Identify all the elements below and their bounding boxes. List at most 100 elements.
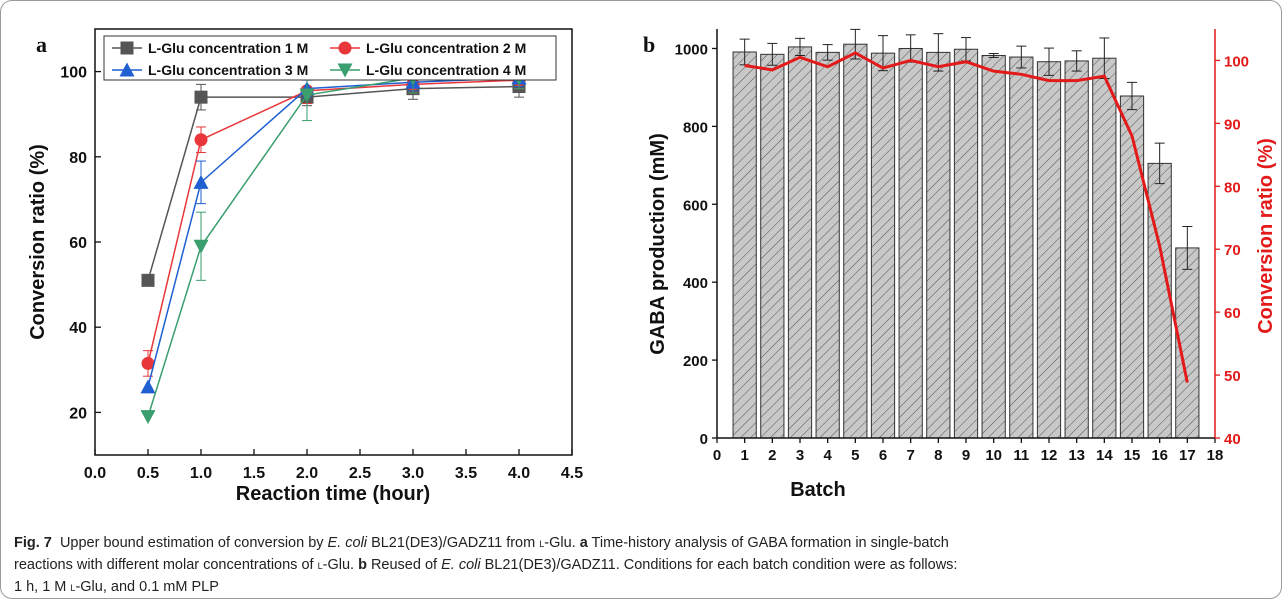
b-x-tick-label: 12 — [1041, 447, 1058, 464]
b-y2-tick-label: 40 — [1224, 431, 1241, 448]
a-point-circle — [194, 133, 208, 147]
caption-text: Reused of — [366, 557, 442, 573]
a-series-2 — [141, 71, 526, 377]
b-bar — [815, 51, 840, 439]
caption-panel-ref: b — [358, 557, 367, 573]
a-x-tick-label: 2.0 — [296, 465, 318, 482]
b-bar — [870, 52, 896, 439]
b-bar — [760, 53, 785, 439]
caption-text: 1 h, 1 M — [14, 579, 71, 595]
a-x-tick-label: 3.0 — [402, 465, 424, 482]
b-x-tick-label: 16 — [1151, 447, 1168, 464]
b-bar — [1064, 60, 1089, 439]
b-x-tick-label: 2 — [768, 447, 776, 464]
b-x-tick-label: 17 — [1179, 447, 1196, 464]
panel-a-legend: L-Glu concentration 1 M L-Glu concentrati… — [103, 35, 557, 81]
caption-panel-ref: a — [579, 535, 588, 551]
b-x-tick-label: 7 — [906, 447, 914, 464]
caption-text: -Glu, and 0.1 mM PLP — [75, 579, 219, 595]
panel-a-y-axis-label: Conversion ratio (%) — [27, 144, 49, 340]
a-point-triangle-up — [140, 379, 156, 394]
a-point-triangle-up — [119, 62, 135, 77]
b-x-tick-label: 6 — [879, 447, 887, 464]
panel-a-chart: a 0.0 0.5 1.0 1.5 2.0 2.5 3.0 3.5 4.0 4.5 20 40 60 80… — [27, 28, 583, 505]
b-bar — [981, 54, 1006, 439]
b-bar — [843, 43, 868, 439]
b-bar — [926, 51, 951, 439]
caption-text: BL21(DE3)/GADZ11. Conditions for each ba… — [480, 557, 958, 573]
a-y-tick-label: 40 — [69, 320, 87, 337]
caption-text: -Glu. — [544, 535, 580, 551]
a-point-triangle-down — [299, 88, 315, 103]
b-x-tick-label: 9 — [962, 447, 970, 464]
b-bar — [732, 51, 757, 439]
b-x-tick-label: 3 — [796, 447, 804, 464]
b-x-tick-label: 18 — [1207, 447, 1224, 464]
b-y-tick-label: 400 — [683, 275, 708, 292]
panel-b-label: b — [643, 32, 655, 57]
a-x-tick-label: 4.5 — [561, 465, 583, 482]
b-x-tick-label: 11 — [1013, 447, 1029, 464]
a-x-tick-label: 1.0 — [190, 465, 212, 482]
b-x-tick-label: 1 — [740, 447, 748, 464]
a-series-line — [147, 77, 520, 388]
a-point-triangle-down — [140, 410, 156, 425]
b-x-tick-label: 5 — [851, 447, 859, 464]
b-bar — [1036, 61, 1062, 439]
b-y-tick-label: 200 — [683, 353, 708, 370]
b-bar — [1147, 162, 1172, 439]
caption-line-1: Fig. 7 Upper bound estimation of convers… — [14, 532, 1276, 554]
b-x-tick-label: 14 — [1096, 447, 1113, 464]
panel-b-x-axis-label: Batch — [790, 479, 846, 501]
a-x-tick-label: 3.5 — [455, 465, 477, 482]
caption-fig-label: Fig. 7 — [14, 535, 52, 551]
a-point-square — [141, 273, 155, 287]
b-y-tick-label: 1000 — [675, 41, 708, 58]
b-x-tick-label: 10 — [985, 447, 1002, 464]
a-point-triangle-up — [193, 174, 209, 189]
b-y2-tick-label: 80 — [1224, 179, 1241, 196]
b-bar — [787, 46, 813, 439]
a-point-square — [194, 90, 208, 104]
a-legend-label: L-Glu concentration 3 M — [148, 62, 308, 78]
a-point-circle — [141, 356, 155, 370]
b-y-tick-label: 0 — [700, 431, 708, 448]
b-y2-tick-label: 70 — [1224, 242, 1241, 259]
panel-b-chart: b 0 1 2 3 4 5 6 7 8 9 10 11 12 13 14 15 16 17 180200400600… — [643, 28, 1277, 501]
a-x-tick-label: 0.5 — [137, 465, 159, 482]
a-point-triangle-down — [193, 239, 209, 254]
b-x-tick-label: 13 — [1068, 447, 1085, 464]
a-legend-box — [103, 35, 557, 81]
panel-b-left-y-axis-label: GABA production (mM) — [647, 133, 669, 354]
b-x-tick-label: 0 — [713, 447, 721, 464]
b-y2-tick-label: 100 — [1224, 53, 1249, 70]
caption-species: E. coli — [441, 557, 481, 573]
caption-smallcaps: l — [317, 557, 323, 572]
a-x-tick-label: 1.5 — [243, 465, 265, 482]
a-series-4 — [140, 62, 527, 425]
a-point-triangle-down — [337, 63, 353, 78]
figure-caption: Fig. 7 Upper bound estimation of convers… — [14, 532, 1276, 598]
a-series-line — [147, 79, 520, 364]
b-y2-tick-label: 60 — [1224, 305, 1241, 322]
b-bar — [1009, 56, 1034, 439]
caption-line-2: reactions with different molar concentra… — [14, 554, 1276, 576]
caption-text: reactions with different molar concentra… — [14, 557, 318, 573]
b-bar — [1092, 57, 1117, 439]
a-point-square — [120, 41, 134, 55]
b-y-tick-label: 800 — [683, 119, 708, 136]
b-y2-tick-label: 90 — [1224, 116, 1241, 133]
a-y-tick-label: 100 — [60, 65, 87, 82]
b-bar — [953, 48, 979, 439]
panel-a-x-axis-label: Reaction time (hour) — [236, 483, 430, 505]
a-y-tick-label: 80 — [69, 150, 87, 167]
a-x-tick-label: 4.0 — [508, 465, 530, 482]
caption-text: Upper bound estimation of conversion by — [59, 535, 328, 551]
a-x-tick-label: 0.0 — [84, 465, 106, 482]
caption-text: -Glu. — [322, 557, 359, 573]
caption-species: E. coli — [327, 535, 368, 551]
b-bar — [1119, 95, 1145, 439]
caption-smallcaps: l — [539, 535, 545, 550]
a-legend-label: L-Glu concentration 2 M — [366, 40, 526, 56]
